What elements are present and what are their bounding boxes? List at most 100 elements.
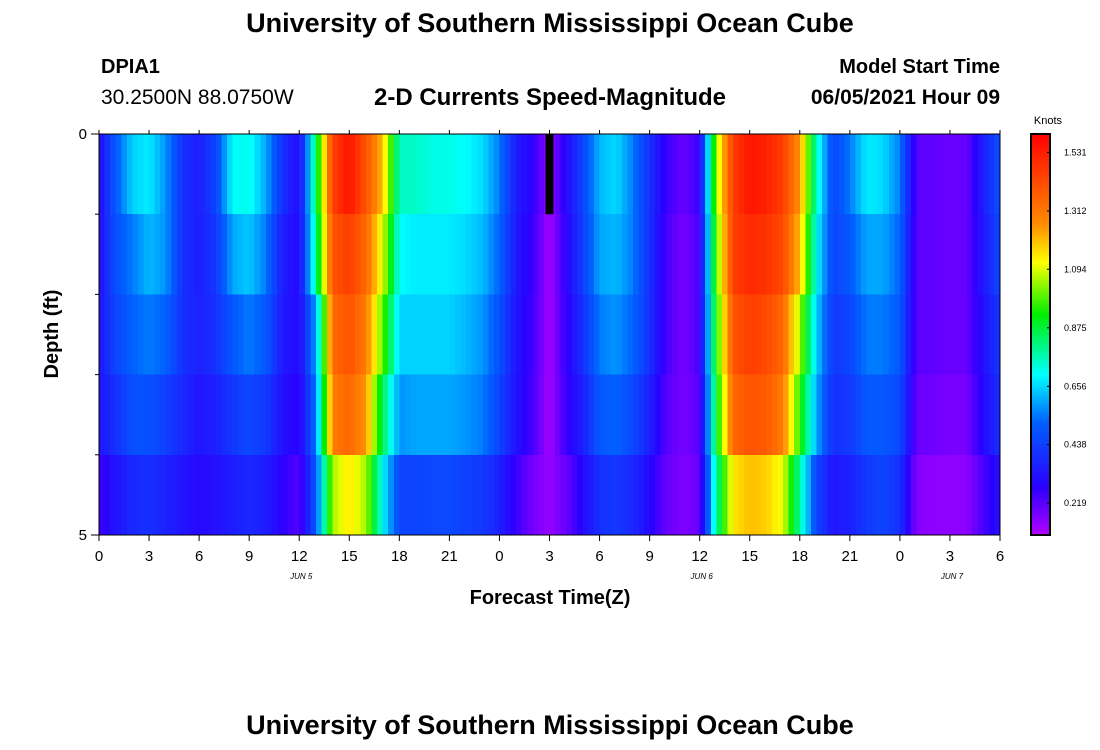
heatmap-cell [627,454,634,536]
heatmap-cell [516,454,523,536]
heatmap-cell [738,374,745,456]
heatmap-cell [671,134,679,215]
heatmap-cell [705,214,712,295]
heatmap-cell [894,374,901,456]
heatmap-cell [566,214,573,295]
heatmap-cell [304,374,311,456]
heatmap-cell [899,134,907,215]
heatmap-cell [421,454,428,536]
heatmap-cell [888,134,895,215]
heatmap-cell [927,294,934,376]
heatmap-cell [104,214,111,295]
heatmap-cell [110,454,117,536]
heatmap-cell [794,134,801,215]
heatmap-cell [632,214,640,295]
heatmap-cell [338,374,345,456]
heatmap-cell [176,454,184,536]
heatmap-cell [866,294,873,376]
heatmap-cell [766,214,773,295]
heatmap-cell [232,374,239,456]
heatmap-cell [204,454,211,536]
heatmap-cell [655,134,662,215]
heatmap-cell [610,134,617,215]
heatmap-cell [860,214,868,295]
heatmap-cell [327,134,334,215]
heatmap-cell [916,374,923,456]
heatmap-cell [593,454,601,536]
heatmap-cell [721,134,729,215]
station-coords: 30.2500N 88.0750W [101,86,294,109]
x-axis-label: Forecast Time(Z) [470,587,631,609]
colorbar-tick-label: 0.656 [1064,381,1087,391]
heatmap-cell [293,374,300,456]
heatmap-cell [516,134,523,215]
heatmap-cell [99,294,106,376]
heatmap-cell [632,454,640,536]
heatmap-cell [471,134,478,215]
heatmap-cell [115,214,122,295]
heatmap-cell [282,454,289,536]
heatmap-cell [377,454,384,536]
heatmap-cell [760,214,768,295]
heatmap-cell [482,214,489,295]
heatmap-cell [677,294,684,376]
heatmap-cell [949,134,957,215]
heatmap-cell [733,134,740,215]
heatmap-cell [716,214,723,295]
heatmap-cell [566,374,573,456]
heatmap-cell [755,134,762,215]
heatmap-cell [644,214,651,295]
heatmap-cell [416,294,423,376]
heatmap-cell [416,134,423,215]
heatmap-cell [883,214,890,295]
heatmap-cell [310,134,317,215]
heatmap-cell [983,374,990,456]
heatmap-cell [510,454,517,536]
heatmap-cell [532,374,539,456]
heatmap-cell [894,294,901,376]
heatmap-cell [154,374,161,456]
heatmap-cell [916,134,923,215]
heatmap-cell [477,214,484,295]
heatmap-cell [321,374,328,456]
heatmap-cell [738,454,745,536]
heatmap-cell [332,214,339,295]
heatmap-cell [271,214,278,295]
heatmap-cell [805,374,812,456]
heatmap-cell [827,134,834,215]
heatmap-cell [193,294,200,376]
heatmap-cell [143,294,150,376]
heatmap-cell [933,214,940,295]
heatmap-cell [149,374,156,456]
heatmap-cell [632,134,640,215]
heatmap-cell [199,134,206,215]
heatmap-cell [249,294,256,376]
heatmap-cell [505,134,512,215]
heatmap-cell [121,374,128,456]
heatmap-cell [477,134,484,215]
heatmap-cell [738,214,745,295]
heatmap-cell [365,214,373,295]
heatmap-cell [638,294,645,376]
heatmap-cell [304,134,311,215]
heatmap-cell [844,294,851,376]
heatmap-cell [121,214,128,295]
heatmap-cell [894,454,901,536]
heatmap-cell [410,454,417,536]
y-tick-label: 0 [79,126,87,143]
heatmap-cell [916,454,923,536]
heatmap-cell [593,374,601,456]
heatmap-cell [276,454,284,536]
heatmap-cell [810,454,818,536]
heatmap-cell [822,294,829,376]
heatmap-cell [165,374,172,456]
heatmap-cell [349,214,356,295]
x-tick-label: 18 [391,548,408,565]
heatmap-cell [210,214,217,295]
heatmap-cell [466,214,473,295]
heatmap-cell [794,454,801,536]
heatmap-cell [210,374,217,456]
heatmap-cell [399,214,406,295]
heatmap-cell [827,294,834,376]
heatmap-cell [243,454,250,536]
